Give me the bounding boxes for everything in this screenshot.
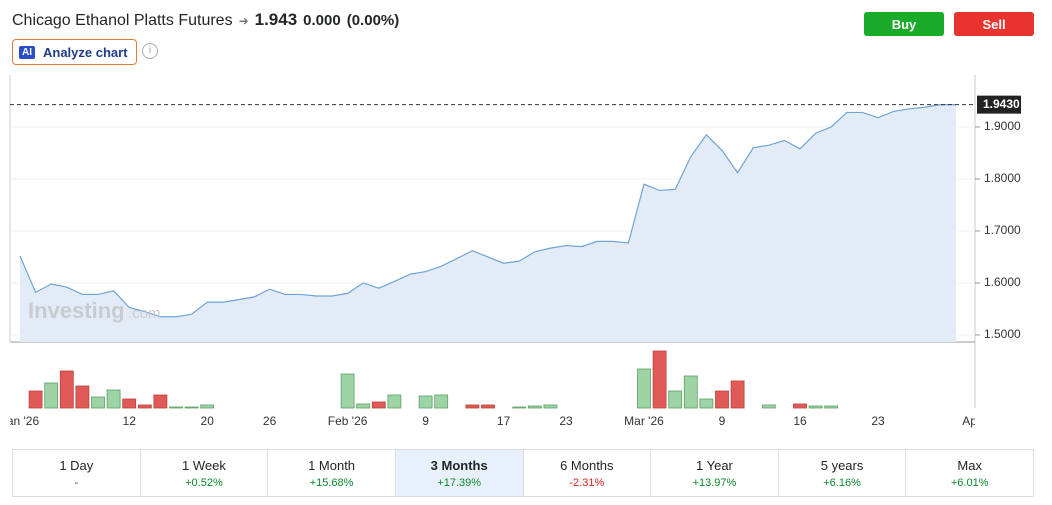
watermark-suffix: .com — [128, 305, 161, 322]
buy-button[interactable]: Buy — [864, 12, 944, 36]
chart: Jan '26 12 20 26 Feb '26 9 17 23 Mar '26 9 16 23 Apr… — [1, 75, 1021, 428]
timeframe-tab[interactable]: 1 Year +13.97% — [651, 450, 779, 496]
volume-bar — [793, 403, 807, 409]
volume-bar — [715, 390, 729, 409]
tab-change: +6.16% — [823, 476, 861, 489]
x-tick-label: 26 — [263, 414, 277, 428]
volume-bar — [371, 401, 386, 409]
tab-change: +0.52% — [185, 476, 223, 489]
x-tick-label: 17 — [497, 414, 511, 428]
volume-bar — [200, 404, 215, 409]
area — [20, 104, 956, 342]
x-tick-label: 23 — [559, 414, 573, 428]
volume-bar — [28, 390, 43, 409]
volume-bar — [106, 389, 121, 409]
info-icon[interactable]: i — [142, 43, 158, 59]
last-price-label: 1.9430 — [983, 97, 1020, 111]
x-tick-label: 9 — [719, 414, 726, 428]
last-price-box — [977, 95, 1021, 114]
y-tick-label: 1.9000 — [984, 119, 1021, 133]
x-tick-label: 23 — [871, 414, 885, 428]
y-tick-label: 1.6000 — [984, 275, 1021, 289]
tab-label: 1 Month — [308, 457, 356, 473]
x-tick-label: Feb '26 — [328, 414, 368, 428]
x-tick-label: 16 — [793, 414, 807, 428]
tab-change: - — [74, 476, 79, 489]
x-tick-label: 9 — [422, 414, 429, 428]
timeframe-tabs: 1 Day - 1 Week +0.52% 1 Month +15.68% 3 Months… — [12, 449, 1034, 497]
tab-label: Max — [957, 457, 982, 473]
volume-bar — [44, 382, 59, 409]
volume-bar — [465, 404, 480, 409]
y-tick-label: 1.7000 — [984, 223, 1021, 237]
price: 1.943 — [254, 10, 298, 29]
volume-bar — [730, 380, 745, 409]
volume-bar — [418, 395, 433, 409]
tab-change: +13.97% — [692, 476, 737, 489]
timeframe-tab[interactable]: 5 years +6.16% — [779, 450, 907, 496]
volume-bar — [59, 370, 74, 409]
tab-change: +15.68% — [309, 476, 354, 489]
x-tick-label: 12 — [123, 414, 137, 428]
volume-bar — [543, 404, 558, 409]
timeframe-tab[interactable]: 1 Month +15.68% — [268, 450, 396, 496]
volume-bar — [153, 394, 168, 409]
volume-bar — [527, 405, 542, 409]
volume-bar — [169, 406, 183, 409]
tab-label: 1 Year — [696, 457, 733, 473]
x-tick-label: Apr — [962, 414, 981, 428]
volume-bar — [808, 405, 823, 409]
volume-bar — [761, 404, 776, 409]
price-line — [19, 104, 956, 318]
timeframe-tab[interactable]: 1 Day - — [13, 450, 141, 496]
volume-bar — [668, 390, 683, 409]
timeframe-tab[interactable]: 3 Months +17.39% — [395, 450, 524, 496]
volume-bar — [91, 396, 105, 409]
timeframe-tab[interactable]: Max +6.01% — [906, 450, 1033, 496]
tab-label: 5 years — [820, 457, 864, 473]
volume-bar — [652, 350, 667, 409]
instrument-header: Chicago Ethanol Platts Futures ➜ 1.943 0… — [12, 10, 399, 30]
instrument-title: Chicago Ethanol Platts Futures — [12, 12, 233, 29]
y-tick-label: 1.8000 — [984, 171, 1021, 185]
volume-bar — [137, 404, 152, 409]
x-tick-label: Mar '26 — [624, 414, 664, 428]
volume-bar — [184, 406, 199, 409]
plot: Jan '26 12 20 26 Feb '26 9 17 23 Mar '26 9 16 23 Apr — [1, 104, 981, 428]
volume-bar — [512, 406, 527, 409]
watermark: Investing — [28, 298, 125, 323]
arrow-icon: ➜ — [238, 14, 249, 28]
x-tick-label: 20 — [201, 414, 215, 428]
volume-bar — [122, 398, 137, 409]
tab-change: -2.31% — [569, 476, 605, 489]
timeframe-tab[interactable]: 6 Months -2.31% — [524, 450, 652, 496]
x-tick-label: Jan '26 — [1, 414, 40, 428]
volume-bar — [340, 373, 355, 409]
volume-bar — [434, 394, 449, 409]
volume-bar — [824, 405, 839, 409]
y-tick-label: 1.5000 — [984, 327, 1021, 341]
tab-change: +17.39% — [437, 476, 482, 489]
tab-label: 3 Months — [430, 457, 488, 473]
volume-bar — [481, 404, 495, 409]
analyze-label: Analyze chart — [43, 44, 128, 60]
analyze-chart-button[interactable]: AI Analyze chart — [12, 39, 137, 65]
volume-bar — [387, 394, 402, 409]
volume-bar — [356, 403, 371, 409]
sell-button[interactable]: Sell — [954, 12, 1034, 36]
volume-bar — [75, 385, 90, 409]
timeframe-tab[interactable]: 1 Week +0.52% — [141, 450, 269, 496]
change-pct: (0.00%) — [346, 12, 400, 29]
volume-bar — [683, 375, 698, 409]
volume-bar — [637, 368, 651, 409]
change: 0.000 — [303, 12, 341, 29]
tab-label: 1 Week — [182, 457, 226, 473]
tab-label: 6 Months — [560, 457, 614, 473]
tab-change: +6.01% — [950, 476, 989, 489]
tab-label: 1 Day — [59, 457, 94, 473]
ai-badge: AI — [19, 45, 35, 59]
volume-bar — [699, 398, 714, 409]
